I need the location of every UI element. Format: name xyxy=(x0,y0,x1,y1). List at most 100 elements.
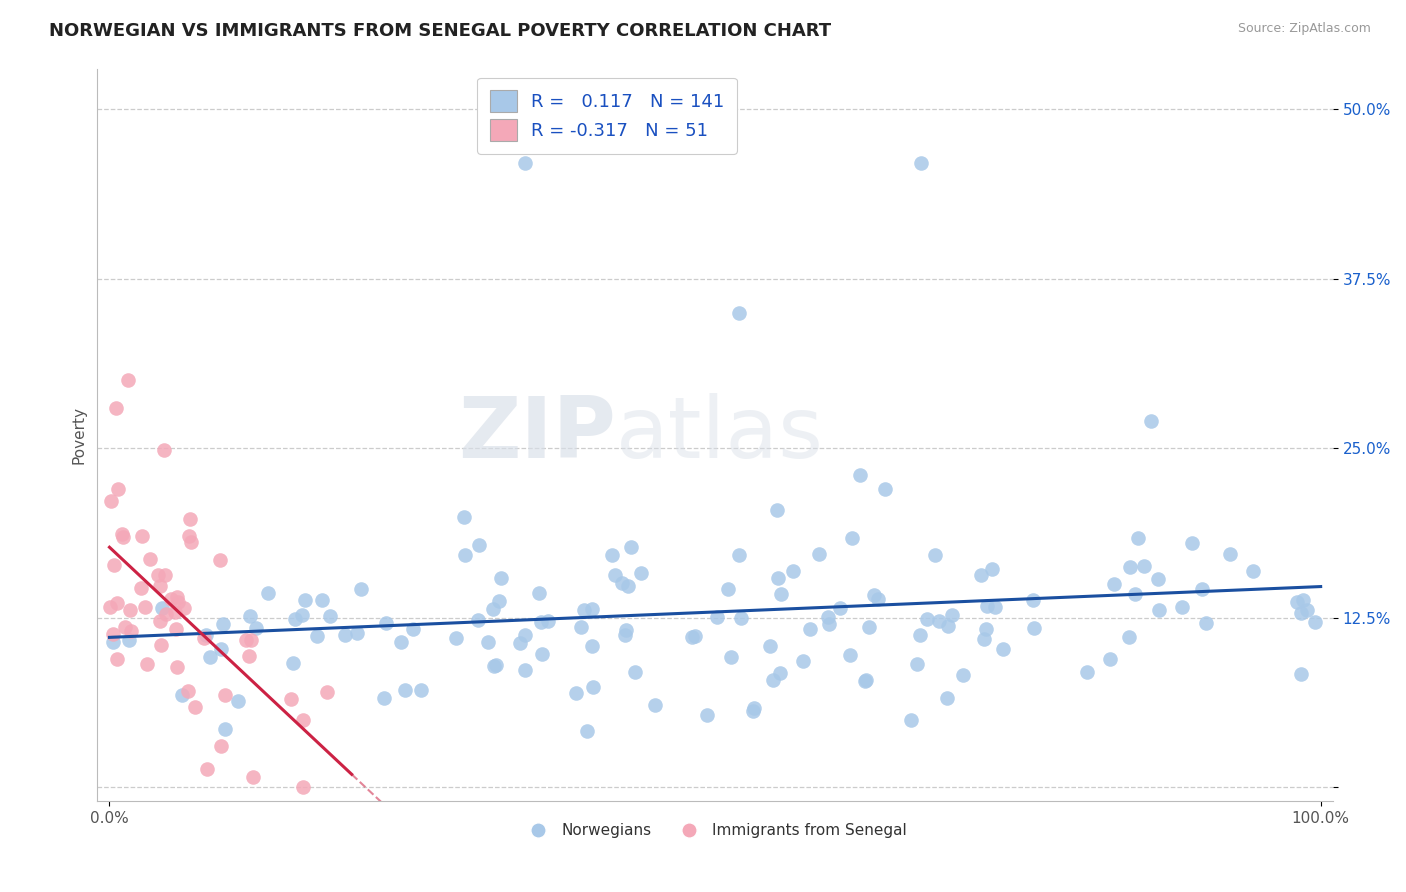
Point xyxy=(235,633,257,648)
Point xyxy=(1118,560,1140,574)
Point xyxy=(166,595,188,609)
Y-axis label: Poverty: Poverty xyxy=(72,406,86,464)
Point xyxy=(211,616,233,631)
Point xyxy=(120,624,142,639)
Point xyxy=(981,562,1004,576)
Point xyxy=(900,713,922,727)
Point xyxy=(769,587,792,601)
Point xyxy=(135,657,157,671)
Point xyxy=(319,608,342,623)
Point xyxy=(808,547,831,561)
Point xyxy=(936,619,959,633)
Point xyxy=(177,684,200,698)
Point xyxy=(280,692,302,706)
Point xyxy=(717,582,740,596)
Point xyxy=(103,558,125,573)
Point xyxy=(970,567,993,582)
Point xyxy=(240,633,263,648)
Point xyxy=(170,689,193,703)
Point xyxy=(862,588,884,602)
Point xyxy=(134,599,156,614)
Point xyxy=(155,607,177,622)
Point xyxy=(529,615,551,630)
Point xyxy=(1241,564,1264,578)
Point xyxy=(742,704,765,718)
Point xyxy=(394,683,416,698)
Point xyxy=(333,628,356,642)
Point xyxy=(928,614,950,628)
Point xyxy=(513,663,536,677)
Point xyxy=(118,633,141,648)
Point xyxy=(173,601,195,615)
Point xyxy=(118,603,141,617)
Point xyxy=(453,510,475,524)
Text: NORWEGIAN VS IMMIGRANTS FROM SENEGAL POVERTY CORRELATION CHART: NORWEGIAN VS IMMIGRANTS FROM SENEGAL POV… xyxy=(49,22,831,40)
Point xyxy=(402,622,425,636)
Point xyxy=(1140,414,1163,428)
Text: Source: ZipAtlas.com: Source: ZipAtlas.com xyxy=(1237,22,1371,36)
Point xyxy=(838,648,860,663)
Point xyxy=(454,548,477,562)
Point xyxy=(630,566,652,580)
Point xyxy=(623,665,645,680)
Text: ZIP: ZIP xyxy=(458,393,616,476)
Point xyxy=(696,708,718,723)
Point xyxy=(179,512,201,526)
Point xyxy=(728,548,751,562)
Point xyxy=(107,482,129,496)
Point xyxy=(849,468,872,483)
Point xyxy=(292,713,315,727)
Point xyxy=(209,641,232,656)
Point xyxy=(993,642,1015,657)
Point xyxy=(166,659,188,673)
Point xyxy=(936,690,959,705)
Point xyxy=(973,632,995,647)
Point xyxy=(853,674,876,689)
Point xyxy=(489,571,512,585)
Point xyxy=(316,685,339,699)
Point xyxy=(238,609,260,624)
Point xyxy=(146,567,169,582)
Point xyxy=(1289,666,1312,681)
Point xyxy=(153,443,176,458)
Point xyxy=(214,688,236,702)
Point xyxy=(792,654,814,668)
Point xyxy=(183,700,205,714)
Point xyxy=(292,780,315,795)
Point xyxy=(159,592,181,607)
Point xyxy=(484,657,506,672)
Point xyxy=(1295,603,1317,617)
Point xyxy=(908,628,931,642)
Point xyxy=(581,602,603,616)
Point xyxy=(281,656,304,670)
Point xyxy=(238,648,260,663)
Point xyxy=(467,613,489,627)
Point xyxy=(873,482,896,496)
Point xyxy=(1286,595,1309,609)
Point xyxy=(1219,547,1241,561)
Point xyxy=(482,658,505,673)
Point xyxy=(193,632,215,646)
Point xyxy=(110,527,132,541)
Point xyxy=(488,594,510,608)
Point xyxy=(149,638,172,652)
Point xyxy=(139,551,162,566)
Point xyxy=(165,605,187,619)
Point xyxy=(194,628,217,642)
Point xyxy=(858,620,880,634)
Point xyxy=(1099,652,1122,666)
Point xyxy=(683,630,706,644)
Point xyxy=(762,673,785,687)
Point xyxy=(117,374,139,388)
Point xyxy=(984,599,1007,614)
Point xyxy=(730,611,752,625)
Point xyxy=(350,582,373,596)
Point xyxy=(581,640,603,654)
Point xyxy=(768,666,790,681)
Point xyxy=(574,603,596,617)
Point xyxy=(104,401,127,415)
Point xyxy=(148,579,170,593)
Point xyxy=(467,538,489,552)
Point xyxy=(245,622,267,636)
Point xyxy=(766,503,789,517)
